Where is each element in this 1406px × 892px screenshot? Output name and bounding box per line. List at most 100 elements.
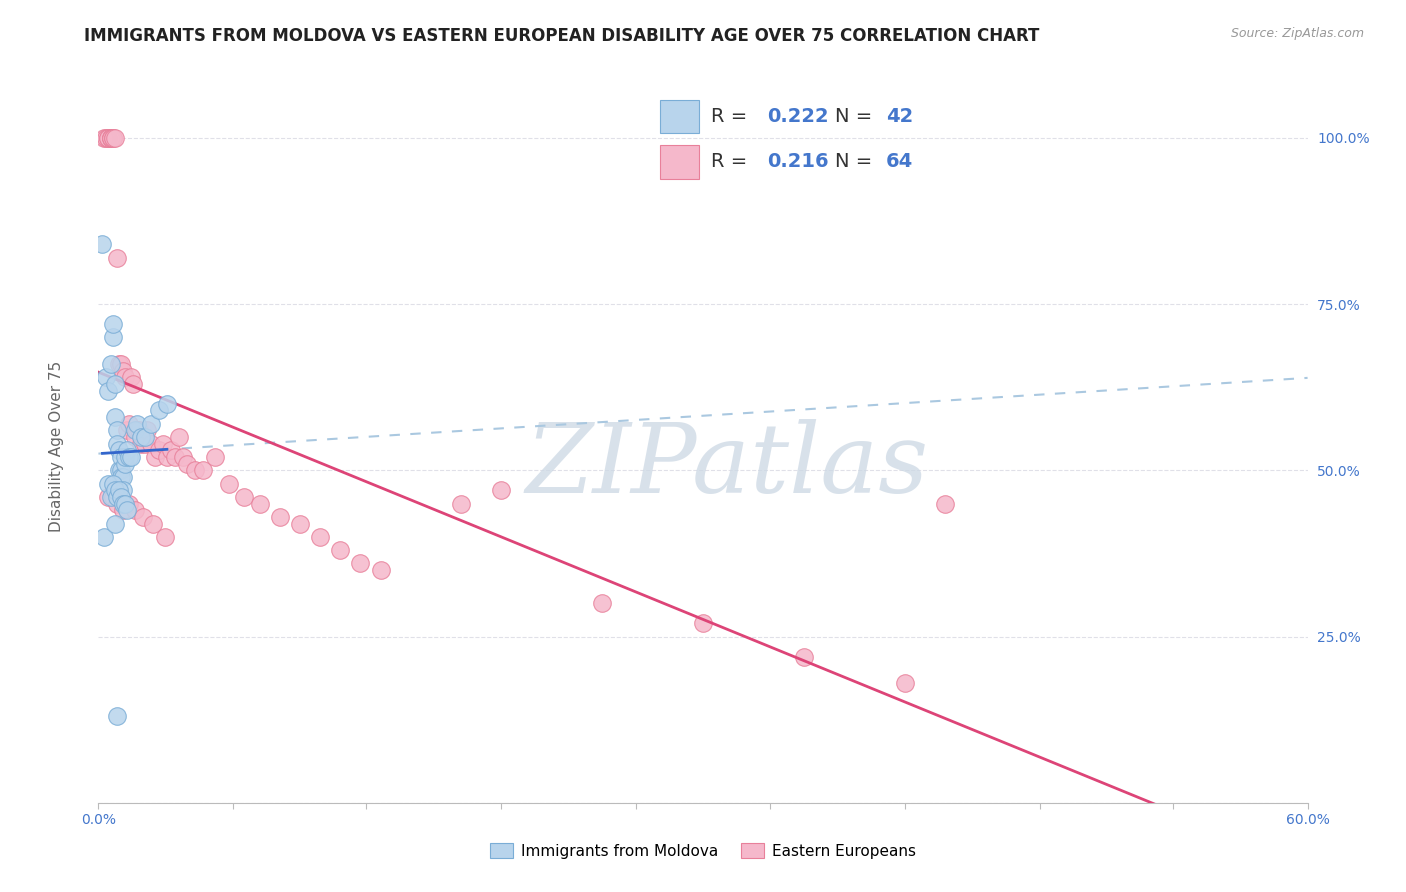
- Point: [893, 676, 915, 690]
- Point: [105, 490, 128, 504]
- Point: [269, 509, 291, 524]
- Point: [100, 131, 122, 145]
- Point: [134, 436, 156, 450]
- Point: [101, 131, 124, 145]
- Point: [105, 436, 128, 450]
- Point: [125, 424, 148, 438]
- Point: [100, 357, 122, 371]
- Point: [148, 443, 170, 458]
- Point: [118, 450, 141, 464]
- Point: [107, 357, 129, 371]
- Point: [139, 436, 162, 450]
- Point: [160, 443, 183, 458]
- Point: [110, 450, 132, 464]
- Point: [114, 370, 136, 384]
- Point: [103, 376, 125, 391]
- Point: [184, 463, 207, 477]
- Point: [103, 131, 125, 145]
- Point: [110, 470, 132, 484]
- Point: [152, 436, 174, 450]
- Point: [96, 370, 118, 384]
- Point: [491, 483, 513, 498]
- Point: [100, 131, 122, 145]
- Point: [114, 497, 136, 511]
- Point: [143, 450, 166, 464]
- Point: [114, 450, 136, 464]
- Point: [153, 530, 176, 544]
- Point: [101, 131, 124, 145]
- Point: [115, 503, 138, 517]
- Point: [124, 430, 146, 444]
- Point: [107, 483, 129, 498]
- Point: [103, 410, 125, 425]
- Point: [132, 509, 155, 524]
- Point: [193, 463, 215, 477]
- Point: [97, 384, 120, 398]
- Point: [111, 503, 134, 517]
- Point: [591, 596, 613, 610]
- Point: [309, 530, 332, 544]
- Point: [105, 424, 128, 438]
- Point: [176, 457, 198, 471]
- Point: [450, 497, 472, 511]
- Point: [110, 463, 132, 477]
- Point: [111, 483, 134, 498]
- Point: [692, 616, 714, 631]
- Point: [101, 317, 124, 331]
- Point: [120, 450, 142, 464]
- Point: [91, 237, 114, 252]
- Point: [97, 476, 120, 491]
- Point: [163, 450, 186, 464]
- Point: [129, 436, 152, 450]
- Text: ZIPatlas: ZIPatlas: [526, 419, 929, 513]
- Point: [115, 443, 138, 458]
- Point: [96, 131, 118, 145]
- Point: [120, 370, 142, 384]
- Point: [103, 516, 125, 531]
- Point: [128, 424, 150, 438]
- Point: [288, 516, 311, 531]
- Point: [125, 417, 148, 431]
- Point: [167, 430, 190, 444]
- Point: [107, 463, 129, 477]
- Point: [97, 490, 120, 504]
- Point: [115, 424, 138, 438]
- Point: [100, 490, 122, 504]
- Point: [118, 497, 141, 511]
- Point: [134, 430, 156, 444]
- Point: [156, 450, 179, 464]
- Point: [101, 490, 124, 504]
- Point: [101, 476, 124, 491]
- Point: [172, 450, 194, 464]
- Point: [118, 417, 141, 431]
- Point: [97, 131, 120, 145]
- Text: IMMIGRANTS FROM MOLDOVA VS EASTERN EUROPEAN DISABILITY AGE OVER 75 CORRELATION C: IMMIGRANTS FROM MOLDOVA VS EASTERN EUROP…: [84, 27, 1039, 45]
- Text: Disability Age Over 75: Disability Age Over 75: [49, 360, 63, 532]
- Point: [139, 417, 162, 431]
- Point: [370, 563, 392, 577]
- Point: [100, 131, 122, 145]
- Point: [218, 476, 240, 491]
- Point: [148, 403, 170, 417]
- Point: [329, 543, 352, 558]
- Point: [121, 376, 143, 391]
- Point: [793, 649, 815, 664]
- Point: [110, 357, 132, 371]
- Point: [124, 424, 146, 438]
- Point: [93, 530, 115, 544]
- Point: [156, 397, 179, 411]
- Point: [111, 497, 134, 511]
- Point: [132, 430, 155, 444]
- Point: [101, 330, 124, 344]
- Point: [107, 443, 129, 458]
- Point: [934, 497, 956, 511]
- Point: [111, 470, 134, 484]
- Point: [105, 709, 128, 723]
- Point: [93, 131, 115, 145]
- Point: [135, 424, 157, 438]
- Point: [114, 457, 136, 471]
- Text: Source: ZipAtlas.com: Source: ZipAtlas.com: [1230, 27, 1364, 40]
- Point: [142, 516, 165, 531]
- Point: [105, 251, 128, 265]
- Point: [249, 497, 271, 511]
